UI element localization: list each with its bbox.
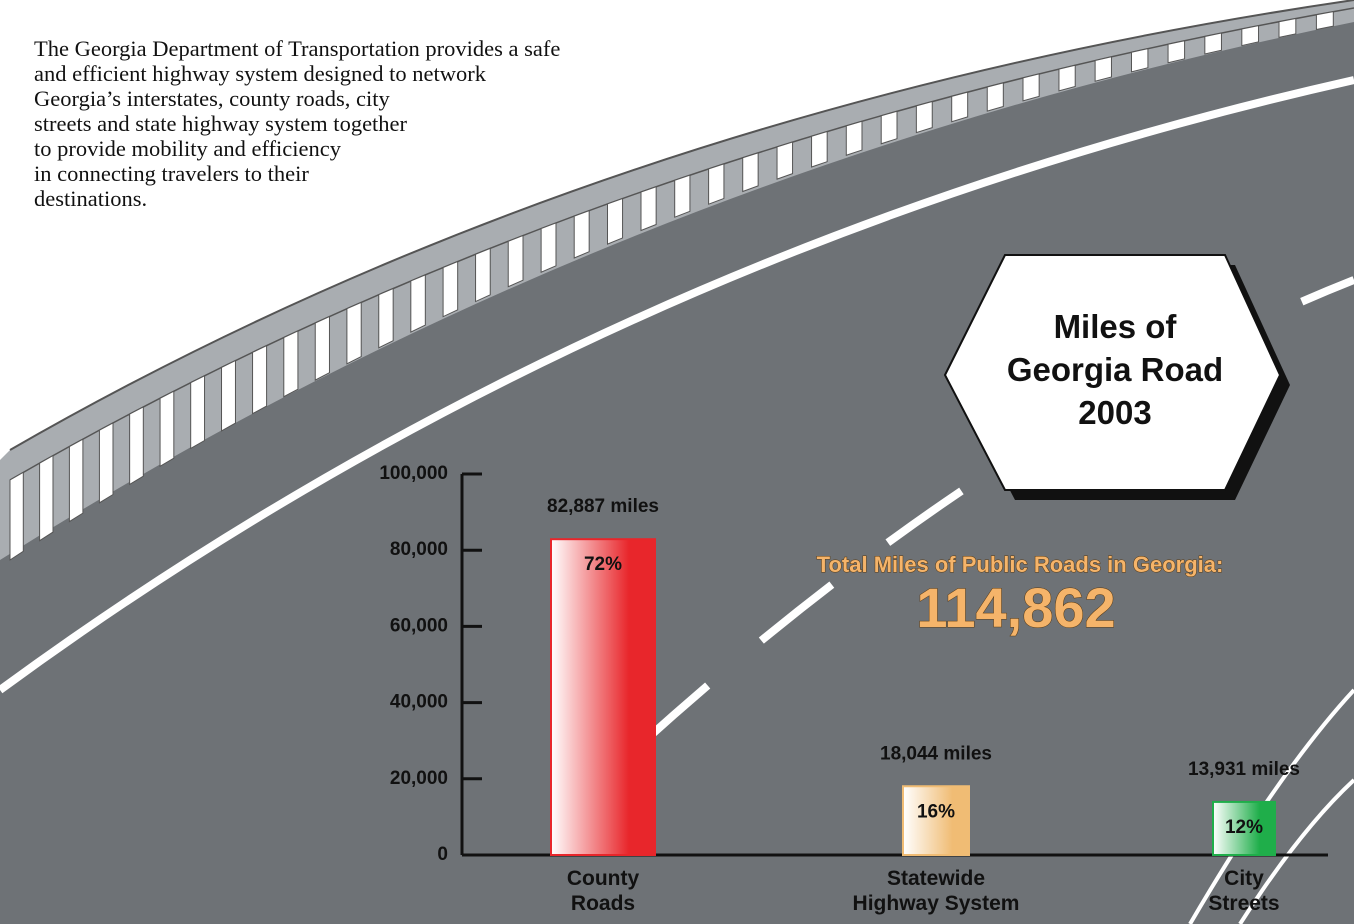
value-label: 18,044 miles [880, 743, 992, 764]
railing-panel [284, 331, 298, 397]
railing-panel [1242, 26, 1259, 46]
railing-panel [315, 317, 329, 381]
railing-panel [846, 121, 862, 155]
x-tick-label: County Roads [483, 866, 723, 916]
railing-panel [1131, 49, 1147, 72]
chart-title: Miles of Georgia Road 2003 [985, 305, 1245, 434]
x-tick-label: Statewide Highway System [816, 866, 1056, 916]
railing-panel [191, 376, 205, 449]
railing-panel [1095, 57, 1111, 81]
railing-panel [709, 164, 724, 204]
railing-panel [69, 439, 82, 521]
railing-panel [40, 456, 53, 541]
y-tick-label: 20,000 [390, 768, 448, 789]
share-label: 16% [917, 801, 955, 822]
value-label: 13,931 miles [1188, 759, 1300, 780]
railing-panel [987, 83, 1003, 111]
railing-panel [812, 132, 828, 167]
railing-panel [508, 236, 523, 287]
bar [551, 539, 655, 855]
railing-panel [160, 391, 174, 466]
railing-panel [675, 175, 690, 217]
value-label: 82,887 miles [547, 496, 659, 517]
y-tick-label: 60,000 [390, 615, 448, 636]
page: 0 20,000 40,000 60,000 80,000 100,000 82,887 m… [0, 0, 1354, 924]
railing-panel [476, 248, 491, 301]
y-tick-label: 100,000 [379, 463, 448, 484]
railing-panel [130, 407, 144, 484]
intro-text: The Georgia Department of Transportation… [34, 36, 560, 211]
railing-panel [1023, 74, 1039, 101]
y-tick-label: 40,000 [390, 692, 448, 713]
railing-panel [1205, 33, 1222, 54]
railing-panel [411, 275, 425, 332]
railing-panel [347, 302, 361, 363]
railing-panel [1168, 41, 1185, 63]
railing-panel [541, 223, 556, 272]
railing-panel [10, 472, 23, 560]
total-value: 114,862 [916, 576, 1115, 639]
railing-panel [608, 199, 623, 245]
y-tick-label: 80,000 [390, 539, 448, 560]
railing-panel [379, 289, 393, 348]
railing-panel [1059, 65, 1075, 91]
y-tick-label: 0 [437, 844, 448, 865]
x-tick-label: City Streets [1124, 866, 1354, 916]
railing-panel [952, 92, 968, 122]
total-label: Total Miles of Public Roads in Georgia: [817, 552, 1224, 577]
railing-panel [574, 211, 589, 258]
share-label: 72% [584, 554, 622, 575]
railing-panel [743, 153, 758, 192]
railing-panel [881, 111, 897, 143]
railing-panel [443, 261, 458, 316]
railing-panel [1316, 12, 1333, 30]
railing-panel [777, 142, 793, 179]
railing-panel [253, 346, 267, 414]
railing-panel [1279, 19, 1296, 38]
railing-panel [99, 423, 113, 503]
railing-panel [641, 187, 656, 231]
share-label: 12% [1225, 817, 1263, 838]
railing-panel [222, 361, 236, 431]
railing-panel [916, 102, 932, 133]
